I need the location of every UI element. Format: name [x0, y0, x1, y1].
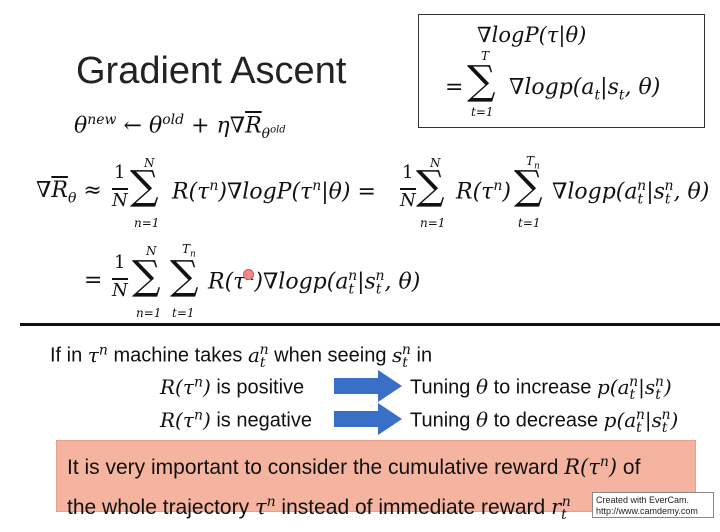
watermark-line1: Created with EverCam. [596, 495, 690, 505]
condition-text: If in τn machine takes atn when seeing s… [50, 342, 433, 371]
cursor-dot [243, 269, 254, 280]
combined-equation: = 1 N N ∑ n=1 Tn ∑ t=1 R(τn)∇logp(atn|st… [84, 242, 421, 320]
watermark-line2: http://www.camdemy.com [596, 506, 698, 516]
gradient-equation: ∇Rθ ≈ 1 N N ∑ n=1 R(τn)∇logP(τn|θ) = 1 N… [36, 154, 710, 230]
positive-action: Tuning θ to increase p(atn|stn) [410, 374, 672, 403]
negative-action: Tuning θ to decrease p(atn|stn) [410, 407, 679, 436]
box-sum-bottom: t=1 [471, 105, 494, 119]
section-divider [20, 323, 720, 326]
box-sum-sign: ∑ [467, 58, 496, 104]
positive-case: R(τn) is positive [160, 374, 305, 399]
box-sum-top: T [481, 49, 490, 63]
box-line1: ∇logP(τ|θ) [477, 23, 587, 47]
log-likelihood-box: ∇logP(τ|θ) = T ∑ t=1 ∇logp(at|st, θ) [418, 14, 705, 128]
box-term: ∇logp(at|st, θ) [509, 75, 661, 104]
evercam-watermark: Created with EverCam. http://www.camdemy… [592, 492, 714, 518]
update-rule: θnew ← θold + η∇Rθold [74, 112, 286, 142]
right-arrow-icon [334, 370, 402, 402]
slide-title: Gradient Ascent [76, 50, 347, 92]
banner-line1: It is very important to consider the cum… [67, 454, 641, 479]
box-equals: = [445, 75, 464, 100]
key-insight-banner: It is very important to consider the cum… [56, 440, 696, 523]
negative-case: R(τn) is negative [160, 407, 312, 432]
right-arrow-icon [334, 403, 402, 435]
banner-line2: the whole trajectory τn instead of immed… [67, 494, 571, 524]
